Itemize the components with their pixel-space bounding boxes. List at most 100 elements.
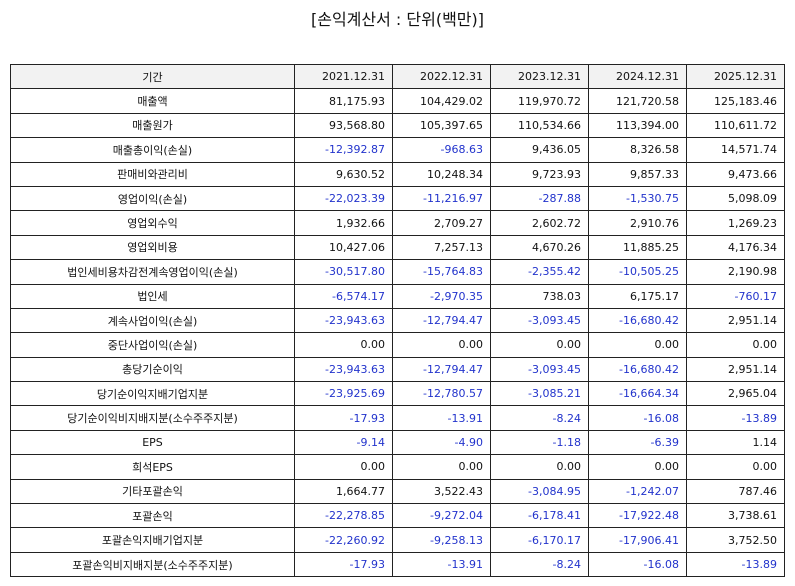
value-cell: -12,794.47	[392, 356, 491, 383]
table-row: 법인세비용차감전계속영업이익(손실) -30,517.80 -15,764.83 -2…	[10, 259, 785, 285]
income-statement-table: 기간 2021.12.31 2022.12.31 2023.12.31 2024.12.…	[10, 63, 785, 578]
row-label: 계속사업이익(손실)	[10, 307, 295, 334]
value-cell: 9,436.05	[490, 137, 589, 163]
row-label: 포괄손익지배기업지분	[10, 527, 295, 553]
value-cell: 0.00	[588, 454, 687, 480]
table-row: 희석EPS 0.00 0.00 0.00 0.00 0.00	[10, 454, 785, 480]
value-cell: 0.00	[686, 454, 785, 480]
row-label: 영업이익(손실)	[10, 185, 295, 212]
table-row: EPS -9.14 -4.90 -1.18 -6.39 1.14	[10, 429, 785, 456]
value-cell: -16,680.42	[588, 307, 687, 334]
value-cell: 93,568.80	[294, 112, 393, 139]
value-cell: -11,216.97	[392, 185, 491, 212]
value-cell: -6,574.17	[294, 283, 393, 309]
value-cell: 2,602.72	[490, 210, 589, 236]
value-cell: 125,183.46	[686, 88, 785, 114]
table-row: 포괄손익지배기업지분 -22,260.92 -9,258.13 -6,170.17 -1…	[10, 527, 785, 553]
value-cell: -30,517.80	[294, 259, 393, 285]
value-cell: -22,260.92	[294, 527, 393, 553]
row-label: 총당기순이익	[10, 356, 295, 383]
table-row: 중단사업이익(손실) 0.00 0.00 0.00 0.00 0.00	[10, 332, 785, 358]
value-cell: 0.00	[392, 454, 491, 480]
value-cell: 110,611.72	[686, 112, 785, 139]
value-cell: 9,473.66	[686, 161, 785, 187]
value-cell: -2,355.42	[490, 259, 589, 285]
value-cell: 2,910.76	[588, 210, 687, 236]
value-cell: 2,965.04	[686, 381, 785, 407]
value-cell: -23,925.69	[294, 381, 393, 407]
value-cell: 110,534.66	[490, 112, 589, 139]
row-label: 포괄손익비지배지분(소수주주지분)	[10, 551, 295, 578]
value-cell: 7,257.13	[392, 234, 491, 261]
value-cell: -968.63	[392, 137, 491, 163]
value-cell: 10,427.06	[294, 234, 393, 261]
value-cell: 1,932.66	[294, 210, 393, 236]
value-cell: 104,429.02	[392, 88, 491, 114]
row-label: EPS	[10, 429, 295, 456]
value-cell: 2,951.14	[686, 307, 785, 334]
value-cell: 8,326.58	[588, 137, 687, 163]
value-cell: -1,530.75	[588, 185, 687, 212]
value-cell: 3,738.61	[686, 503, 785, 529]
table-row: 영업외비용 10,427.06 7,257.13 4,670.26 11,885.25 4…	[10, 234, 785, 261]
page-title: [손익계산서 : 단위(백만)]	[310, 10, 484, 29]
value-cell: 10,248.34	[392, 161, 491, 187]
row-label: 법인세비용차감전계속영업이익(손실)	[10, 259, 295, 285]
value-cell: 6,175.17	[588, 283, 687, 309]
value-cell: 0.00	[490, 332, 589, 358]
row-label: 매출총이익(손실)	[10, 137, 295, 163]
row-label: 영업외수익	[10, 210, 295, 236]
value-cell: 105,397.65	[392, 112, 491, 139]
value-cell: 2,951.14	[686, 356, 785, 383]
value-cell: -2,970.35	[392, 283, 491, 309]
value-cell: -15,764.83	[392, 259, 491, 285]
table-row: 포괄손익비지배지분(소수주주지분) -17.93 -13.91 -8.24 -16.08…	[10, 551, 785, 578]
value-cell: -6.39	[588, 429, 687, 456]
value-cell: 9,630.52	[294, 161, 393, 187]
table-row: 매출총이익(손실) -12,392.87 -968.63 9,436.05 8,326.…	[10, 137, 785, 163]
value-cell: -13.91	[392, 551, 491, 578]
value-cell: 2,190.98	[686, 259, 785, 285]
table-row: 매출액 81,175.93 104,429.02 119,970.72 121,720.…	[10, 88, 785, 114]
value-cell: 3,522.43	[392, 478, 491, 505]
value-cell: -9,272.04	[392, 503, 491, 529]
value-cell: -17.93	[294, 405, 393, 431]
table-row: 포괄손익 -22,278.85 -9,272.04 -6,178.41 -17,922.…	[10, 503, 785, 529]
value-cell: -13.89	[686, 551, 785, 578]
value-cell: 738.03	[490, 283, 589, 309]
value-cell: 1.14	[686, 429, 785, 456]
row-label: 희석EPS	[10, 454, 295, 480]
row-label: 판매비와관리비	[10, 161, 295, 187]
value-cell: 119,970.72	[490, 88, 589, 114]
value-cell: 1,664.77	[294, 478, 393, 505]
value-cell: -10,505.25	[588, 259, 687, 285]
value-cell: -16.08	[588, 405, 687, 431]
row-label: 영업외비용	[10, 234, 295, 261]
value-cell: -3,085.21	[490, 381, 589, 407]
value-cell: -3,084.95	[490, 478, 589, 505]
value-cell: -23,943.63	[294, 307, 393, 334]
table-row: 영업이익(손실) -22,023.39 -11,216.97 -287.88 -1,53…	[10, 185, 785, 212]
value-cell: 9,723.93	[490, 161, 589, 187]
value-cell: 3,752.50	[686, 527, 785, 553]
table-row: 영업외수익 1,932.66 2,709.27 2,602.72 2,910.76 1,2…	[10, 210, 785, 236]
value-cell: 113,394.00	[588, 112, 687, 139]
value-cell: 0.00	[392, 332, 491, 358]
value-cell: -12,794.47	[392, 307, 491, 334]
column-header: 2021.12.31	[294, 63, 393, 90]
row-label: 중단사업이익(손실)	[10, 332, 295, 358]
value-cell: -3,093.45	[490, 307, 589, 334]
value-cell: -4.90	[392, 429, 491, 456]
value-cell: -17,922.48	[588, 503, 687, 529]
value-cell: -13.91	[392, 405, 491, 431]
value-cell: -23,943.63	[294, 356, 393, 383]
row-label: 포괄손익	[10, 503, 295, 529]
value-cell: 0.00	[490, 454, 589, 480]
value-cell: -12,780.57	[392, 381, 491, 407]
column-header: 2024.12.31	[588, 63, 687, 90]
value-cell: 81,175.93	[294, 88, 393, 114]
header-row: 기간 2021.12.31 2022.12.31 2023.12.31 2024.12.…	[10, 63, 785, 90]
column-header: 2022.12.31	[392, 63, 491, 90]
value-cell: -17,906.41	[588, 527, 687, 553]
table-row: 당기순이익비지배지분(소수주주지분) -17.93 -13.91 -8.24 -16.0…	[10, 405, 785, 431]
